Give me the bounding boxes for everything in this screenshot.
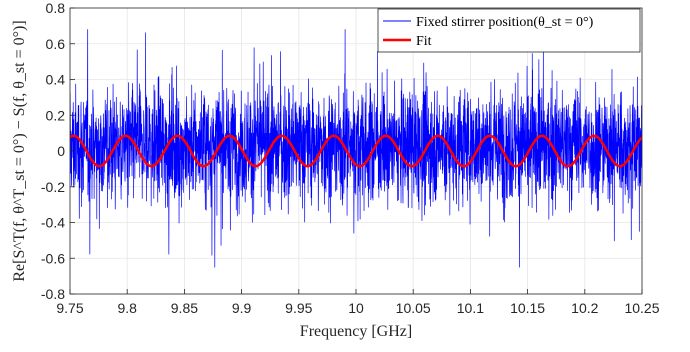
legend-label: Fit	[416, 34, 432, 49]
x-tick-label: 10.2	[571, 300, 598, 316]
legend: Fixed stirrer position(θ_st = 0°) Fit	[377, 8, 641, 53]
x-tick-label: 9.9	[232, 300, 252, 316]
y-tick-label: 0	[57, 143, 65, 159]
x-tick-label: 10.05	[396, 300, 431, 316]
y-tick-label: -0.4	[41, 215, 65, 231]
legend-label: Fixed stirrer position(θ_st = 0°)	[416, 15, 594, 30]
y-tick-label: -0.2	[41, 179, 65, 195]
x-tick-label: 10.15	[510, 300, 545, 316]
y-tick-label: 0.6	[46, 36, 66, 52]
y-tick-label: 0.8	[46, 0, 66, 16]
y-tick-label: -0.8	[41, 286, 65, 302]
y-tick-label: 0.2	[46, 107, 66, 123]
y-tick-label: 0.4	[46, 72, 66, 88]
legend-box	[377, 8, 641, 53]
y-axis-label: Re[S^T(f, θ^T_st = 0°) − S(f, θ_st = 0°)…	[11, 20, 28, 281]
x-tick-label: 10	[348, 300, 364, 316]
series-measured-line	[70, 29, 642, 268]
series-fit-line	[70, 134, 642, 168]
x-axis-label: Frequency [GHz]	[300, 323, 412, 340]
x-tick-label: 10.1	[457, 300, 484, 316]
x-tick-label: 9.95	[285, 300, 312, 316]
x-tick-label: 9.8	[117, 300, 137, 316]
ticks: 9.75 9.8 9.85 9.9 9.95 10 10.05 10.1 10.15 10.2 10…	[41, 0, 660, 316]
series-layer	[70, 29, 642, 268]
x-tick-label: 10.25	[624, 300, 659, 316]
y-tick-label: -0.6	[41, 250, 65, 266]
x-tick-label: 9.75	[56, 300, 83, 316]
x-tick-label: 9.85	[171, 300, 198, 316]
